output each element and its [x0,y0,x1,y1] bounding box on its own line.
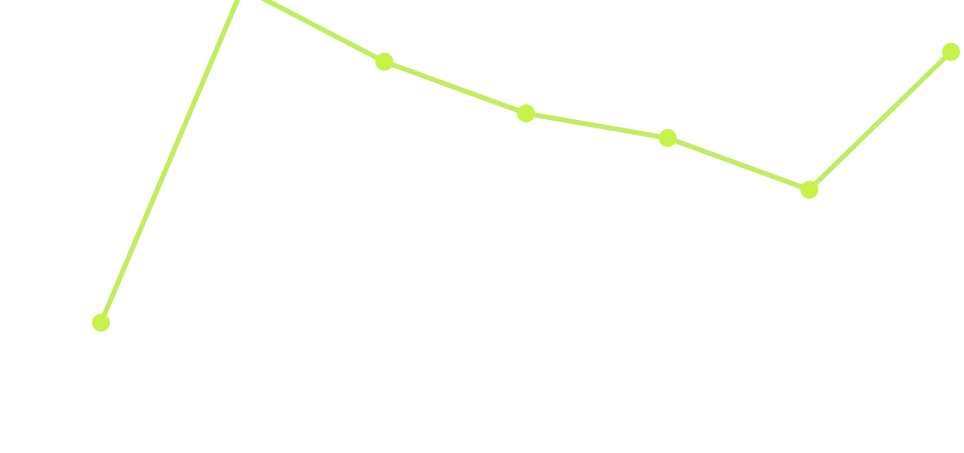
data-point[interactable] [942,42,960,61]
data-point[interactable] [800,180,819,199]
data-point[interactable] [375,52,394,71]
data-point[interactable] [517,104,535,123]
data-point[interactable] [92,313,110,332]
data-point[interactable] [658,129,677,148]
series-layer [92,0,960,332]
series-line [98,0,954,326]
